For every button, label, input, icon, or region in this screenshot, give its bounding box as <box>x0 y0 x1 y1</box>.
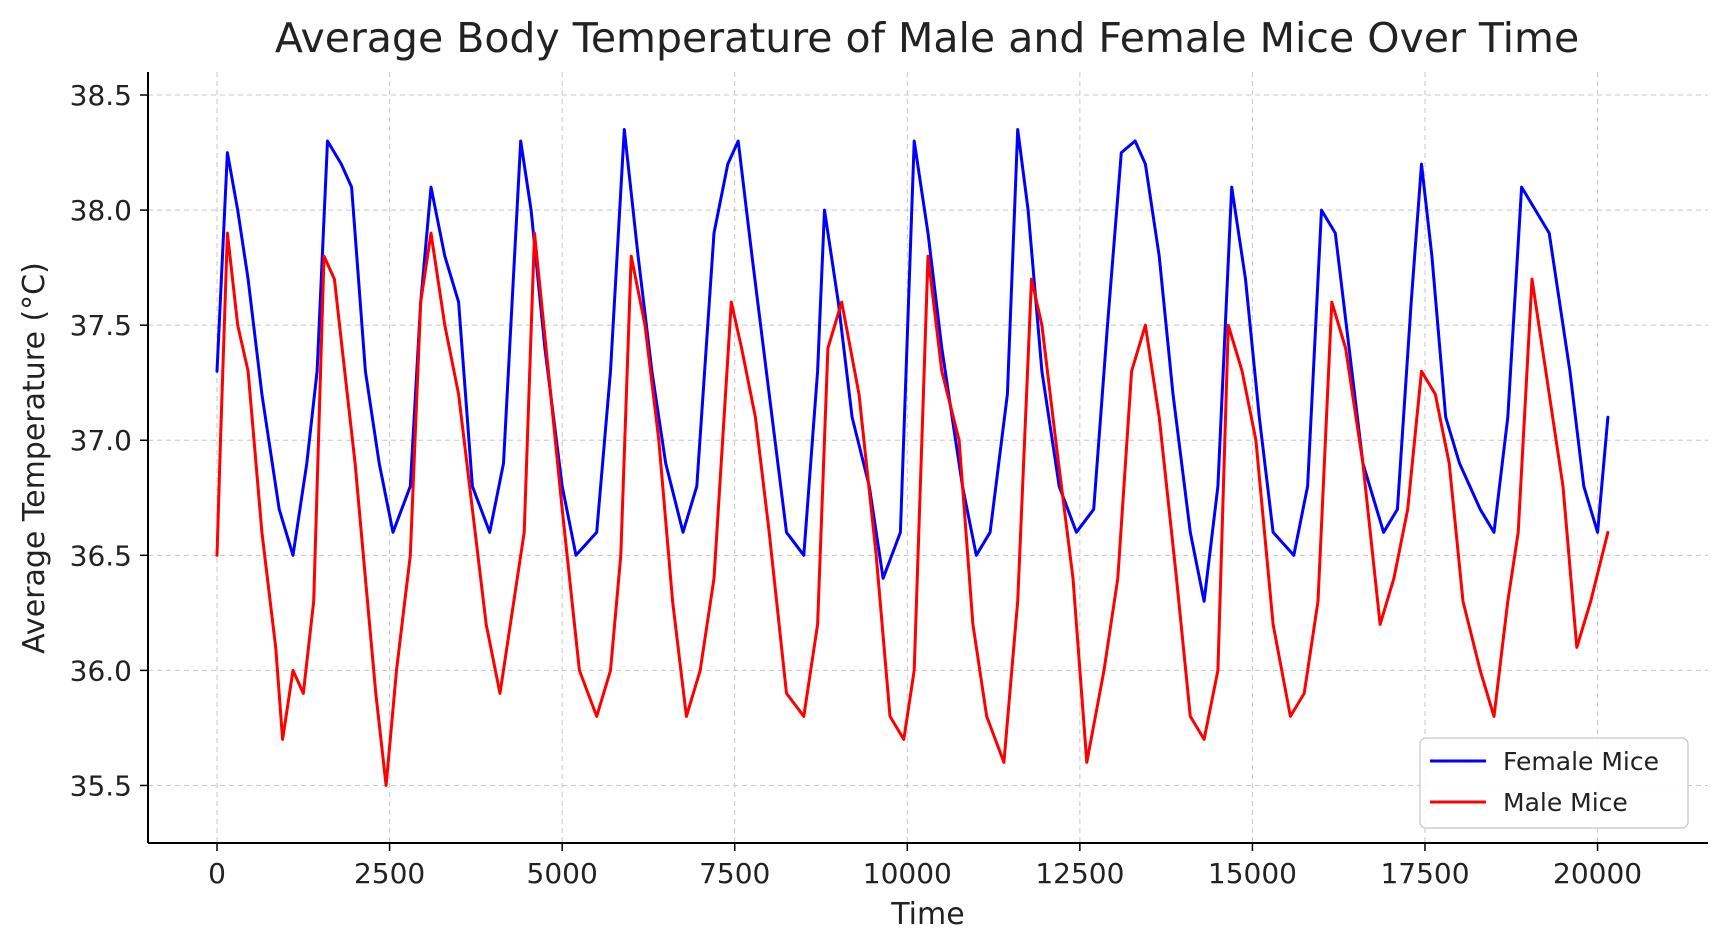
chart-title: Average Body Temperature of Male and Fem… <box>275 14 1579 62</box>
legend: Female Mice Male Mice <box>1419 737 1689 829</box>
axes-layer <box>147 72 1708 844</box>
y-tick-label: 38.0 <box>70 194 132 227</box>
x-tick-label: 2500 <box>354 857 425 890</box>
y-tick-label: 37.0 <box>70 424 132 457</box>
y-tick-label: 35.5 <box>70 769 132 802</box>
x-tick-label: 5000 <box>527 857 598 890</box>
x-tick-label: 7500 <box>699 857 770 890</box>
x-axis-label: Time <box>890 897 964 932</box>
y-tick-label: 37.5 <box>70 309 132 342</box>
x-tick-label: 12500 <box>1035 857 1124 890</box>
y-tick-label: 36.0 <box>70 654 132 687</box>
x-tick-label: 10000 <box>863 857 952 890</box>
x-tick-label: 0 <box>208 857 226 890</box>
y-axis-label: Average Temperature (°C) <box>17 262 52 654</box>
x-tick-label: 20000 <box>1553 857 1642 890</box>
legend-label-female: Female Mice <box>1503 747 1659 776</box>
series-layer <box>215 128 1610 787</box>
y-tick-label: 38.5 <box>70 79 132 112</box>
series-line-male-mice <box>215 231 1610 787</box>
x-tick-label: 17500 <box>1380 857 1469 890</box>
series-line-female-mice <box>215 128 1610 603</box>
grid-layer <box>148 72 1708 843</box>
x-tick-label: 15000 <box>1208 857 1297 890</box>
y-tick-label: 36.5 <box>70 539 132 572</box>
legend-box <box>1419 737 1689 829</box>
ticks-layer: 35.5 36.0 36.5 37.0 37.5 38.0 38.5 0 2500 5000 750… <box>70 79 1642 890</box>
legend-label-male: Male Mice <box>1503 788 1628 817</box>
